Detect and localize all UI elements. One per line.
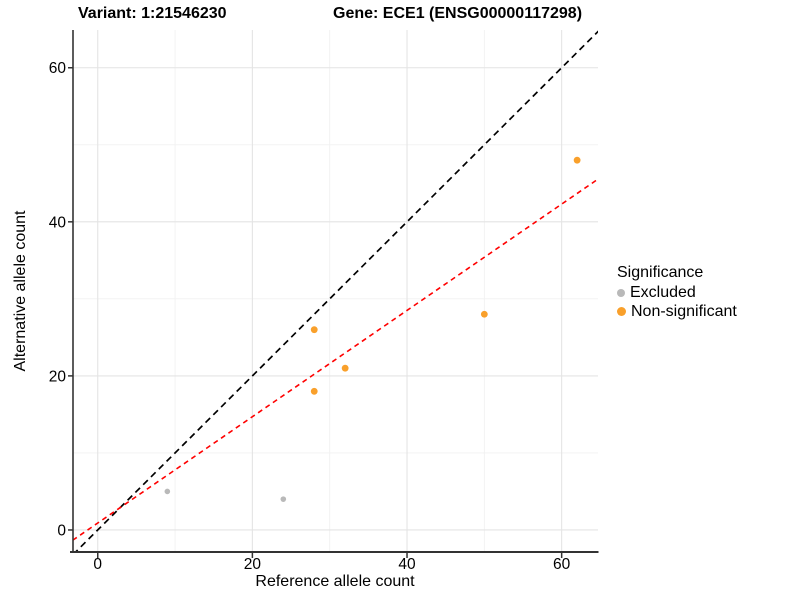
y-tick-label: 40 [49, 214, 67, 231]
legend: Significance Excluded Non-significant [617, 263, 737, 321]
identity-line [74, 30, 598, 552]
non-significant-dot-icon [617, 307, 626, 316]
data-point-non-significant [310, 387, 318, 395]
x-tick-label: 40 [398, 556, 416, 573]
y-tick-label: 0 [57, 522, 66, 539]
x-tick-label: 20 [244, 556, 262, 573]
data-point-non-significant [341, 364, 349, 372]
legend-title: Significance [617, 264, 704, 281]
x-tick-label: 0 [93, 556, 102, 573]
legend-item-excluded: Excluded [617, 283, 737, 302]
data-point-non-significant [480, 310, 488, 318]
legend-item-label: Non-significant [631, 302, 737, 320]
y-tick-label: 60 [49, 60, 67, 77]
legend-item-label: Excluded [630, 283, 696, 301]
y-axis-title: Alternative allele count [12, 210, 29, 372]
y-tick-label: 20 [49, 368, 67, 385]
plot-title-variant: Variant: 1:21546230 [78, 5, 227, 22]
legend-item-non-significant: Non-significant [617, 302, 737, 321]
plot-title-gene: Gene: ECE1 (ENSG00000117298) [333, 5, 583, 22]
data-point-non-significant [573, 156, 581, 164]
excluded-dot-icon [617, 288, 625, 297]
data-point-non-significant [310, 326, 318, 334]
data-point-excluded [164, 488, 171, 495]
data-point-excluded [280, 496, 287, 502]
x-axis-title: Reference allele count [255, 573, 415, 590]
regression-line [73, 178, 598, 542]
x-tick-label: 60 [553, 556, 571, 573]
